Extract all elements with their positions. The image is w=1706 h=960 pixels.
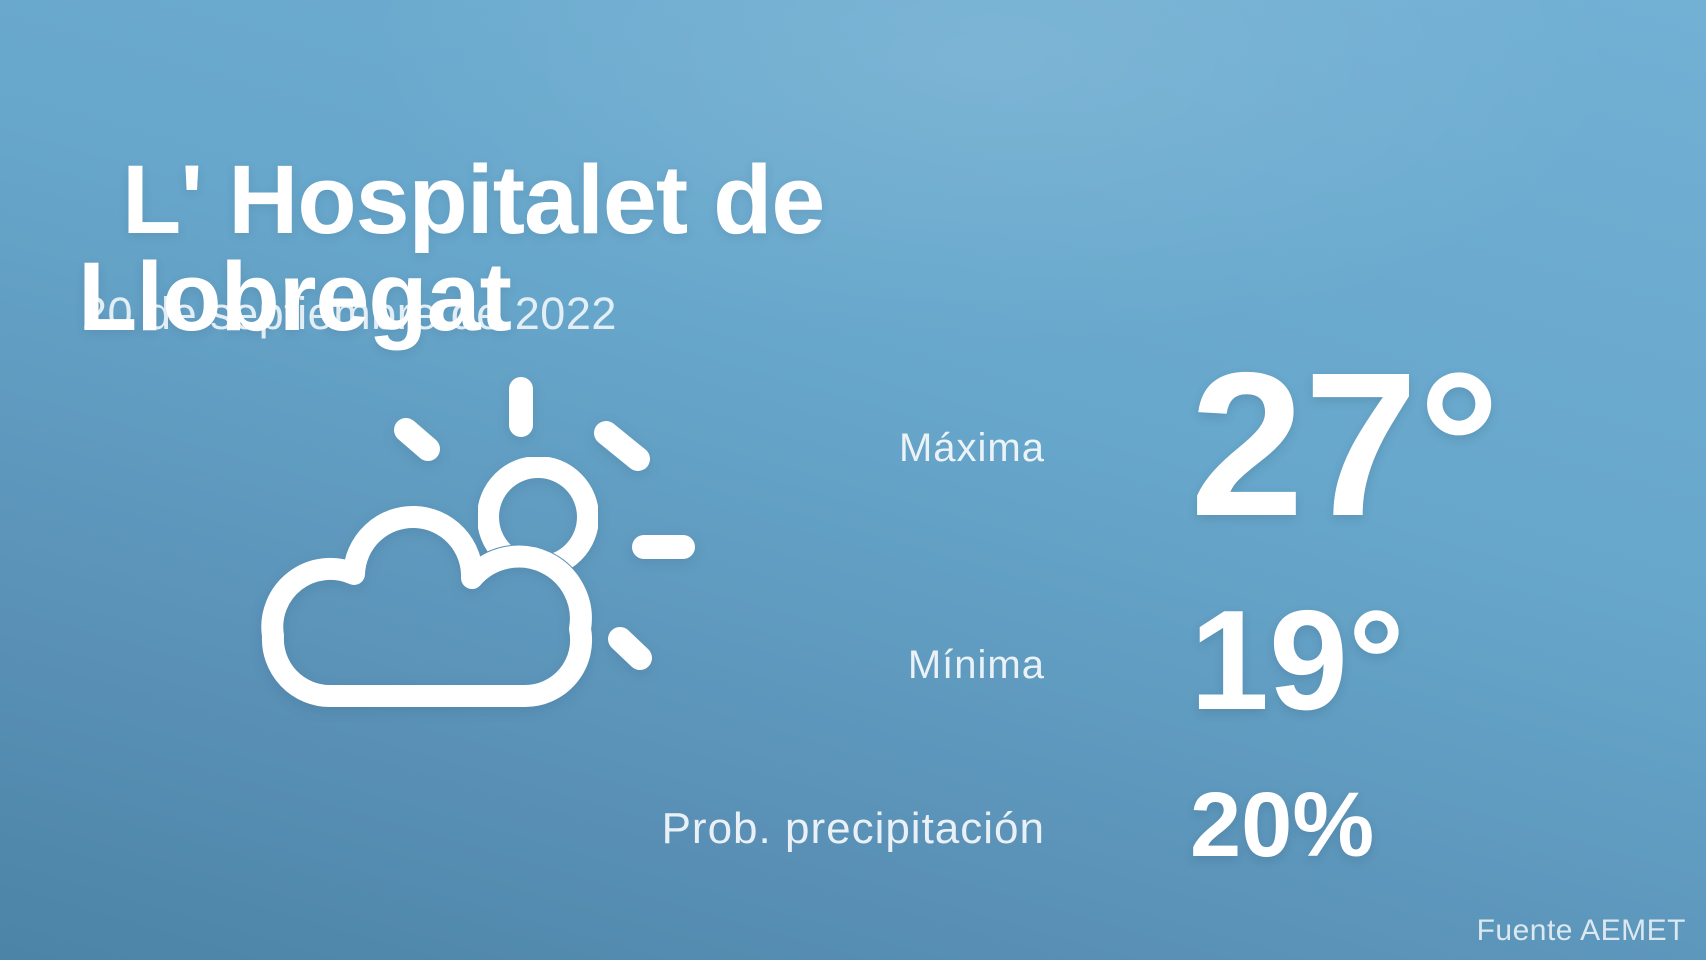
minima-label: Mínima <box>907 643 1045 687</box>
stat-row-minima: Mínima 19° <box>585 556 1706 766</box>
source-attribution: Fuente AEMET <box>1476 914 1686 947</box>
sun-behind-cloud-icon <box>261 377 695 708</box>
page-title: L' Hospitalet de Llobregat <box>78 151 1058 345</box>
precipitation-label: Prob. precipitación <box>661 803 1045 853</box>
maxima-value: 27° <box>1190 329 1501 559</box>
precipitation-value: 20% <box>1190 774 1375 876</box>
maxima-label: Máxima <box>898 426 1045 470</box>
title-line-1: L' Hospitalet de <box>122 144 825 254</box>
title-line-2: Llobregat <box>78 241 512 351</box>
sun-rays <box>394 377 695 670</box>
stat-row-maxima: Máxima 27° <box>585 334 1706 554</box>
stat-row-precipitation: Prob. precipitación 20% <box>585 770 1706 880</box>
cloud-icon <box>261 505 593 708</box>
minima-value: 19° <box>1190 581 1405 740</box>
date-label: 20 de septiembre de 2022 <box>82 288 617 339</box>
